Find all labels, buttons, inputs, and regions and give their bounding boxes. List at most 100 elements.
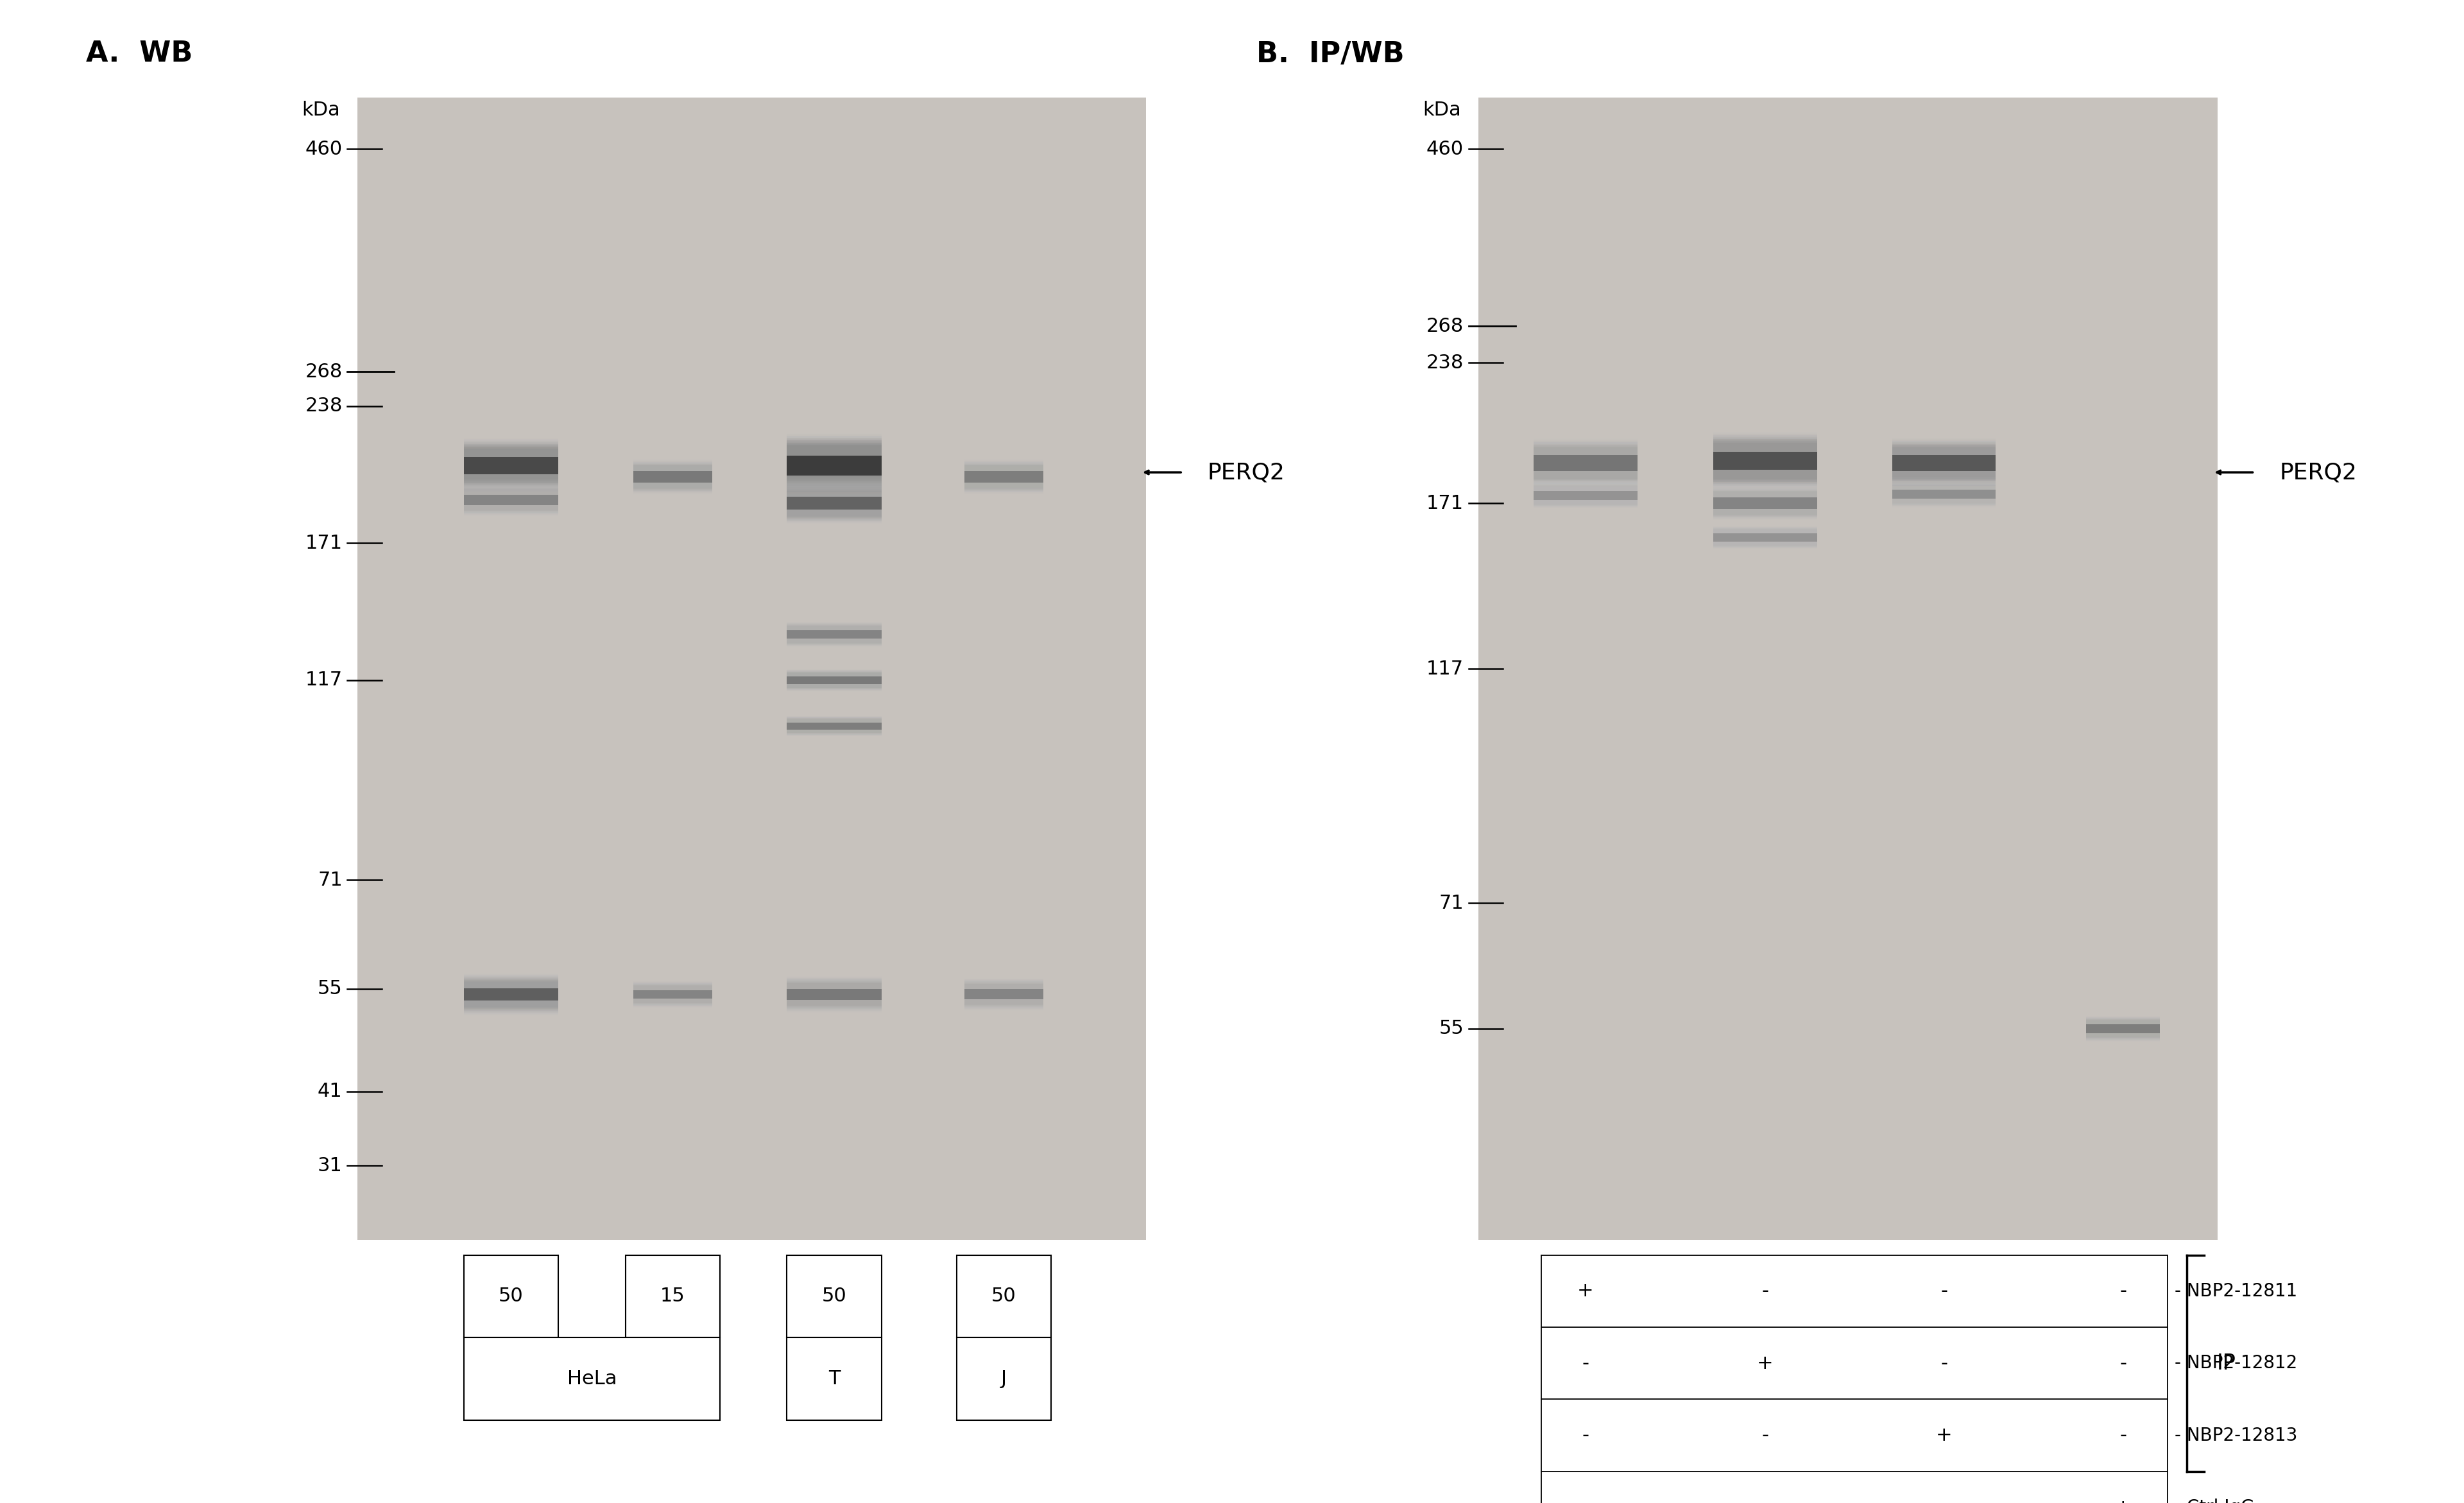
Text: 238: 238 — [1427, 353, 1464, 373]
Bar — [463, 975, 559, 1015]
Bar — [1533, 473, 1636, 516]
Bar — [1892, 425, 1996, 500]
Bar — [1533, 436, 1636, 490]
Text: 171: 171 — [306, 534, 342, 553]
Bar — [1712, 487, 1816, 520]
Bar — [786, 663, 882, 697]
Bar — [786, 714, 882, 738]
Bar — [463, 443, 559, 487]
Bar — [786, 980, 882, 1009]
Bar — [786, 977, 882, 1012]
Bar — [1533, 430, 1636, 496]
Bar — [463, 481, 559, 519]
Bar — [463, 475, 559, 525]
Bar — [463, 487, 559, 513]
Bar — [786, 676, 882, 684]
Bar — [786, 718, 882, 733]
Bar — [1533, 482, 1636, 508]
Bar — [1533, 428, 1636, 497]
Bar — [2087, 1010, 2161, 1048]
Bar — [786, 714, 882, 738]
Bar — [1712, 481, 1816, 526]
Bar — [463, 476, 559, 523]
Bar — [633, 981, 712, 1007]
Text: -: - — [2119, 1354, 2126, 1372]
Bar — [1533, 443, 1636, 484]
Bar — [633, 978, 712, 1010]
Bar — [633, 983, 712, 1006]
Bar — [633, 974, 712, 1016]
Bar — [786, 618, 882, 652]
Bar — [786, 709, 882, 742]
Text: -: - — [1762, 1498, 1769, 1503]
Bar — [1712, 526, 1816, 549]
Bar — [786, 443, 882, 487]
Bar — [2087, 1016, 2161, 1042]
Bar — [463, 972, 559, 1018]
Bar — [786, 613, 882, 655]
Bar — [786, 475, 882, 531]
Bar — [1892, 484, 1996, 504]
Bar — [963, 466, 1042, 488]
Bar — [1712, 421, 1816, 500]
Bar — [463, 436, 559, 496]
Bar — [786, 711, 882, 741]
Bar — [1892, 431, 1996, 494]
Text: - NBP2-12812: - NBP2-12812 — [2176, 1354, 2296, 1372]
Bar — [1712, 442, 1816, 479]
Bar — [786, 672, 882, 688]
Bar — [633, 977, 712, 1012]
Bar — [963, 464, 1042, 488]
Bar — [463, 484, 559, 516]
Bar — [463, 424, 559, 508]
Bar — [1712, 437, 1816, 484]
Bar — [786, 980, 882, 1009]
Bar — [1712, 419, 1816, 502]
Bar — [786, 723, 882, 729]
Bar — [633, 451, 712, 504]
Bar — [963, 981, 1042, 1007]
Bar — [463, 980, 559, 1010]
Bar — [1892, 431, 1996, 494]
Bar — [963, 978, 1042, 1012]
Bar — [1712, 436, 1816, 487]
Bar — [786, 428, 882, 502]
Bar — [2087, 1018, 2161, 1040]
Bar — [786, 718, 882, 733]
Text: -: - — [1942, 1498, 1947, 1503]
Bar — [786, 972, 882, 1016]
Bar — [1533, 431, 1636, 494]
Bar — [963, 977, 1042, 1012]
Bar — [1712, 436, 1816, 485]
Bar — [786, 667, 882, 693]
Bar — [786, 475, 882, 532]
Bar — [1533, 481, 1636, 510]
Bar — [1712, 478, 1816, 529]
Bar — [2087, 1013, 2161, 1045]
Bar — [963, 455, 1042, 497]
Bar — [1892, 428, 1996, 497]
Bar — [463, 487, 559, 513]
Text: 71: 71 — [1439, 894, 1464, 912]
Bar — [633, 463, 712, 490]
Bar — [463, 981, 559, 1007]
Bar — [463, 428, 559, 504]
Text: - NBP2-12811: - NBP2-12811 — [2176, 1282, 2296, 1300]
Bar — [633, 974, 712, 1015]
Bar — [2087, 1012, 2161, 1046]
Text: +: + — [2114, 1498, 2131, 1503]
Bar — [786, 672, 882, 690]
Bar — [463, 475, 559, 525]
Bar — [1533, 439, 1636, 488]
Bar — [1892, 476, 1996, 511]
Bar — [786, 473, 882, 532]
Bar — [786, 478, 882, 529]
Bar — [1712, 491, 1816, 514]
Text: 268: 268 — [306, 362, 342, 382]
Bar — [463, 476, 559, 523]
Bar — [1533, 479, 1636, 511]
Bar — [786, 667, 882, 693]
Bar — [786, 670, 882, 691]
Bar — [463, 987, 559, 1001]
Bar — [786, 711, 882, 741]
